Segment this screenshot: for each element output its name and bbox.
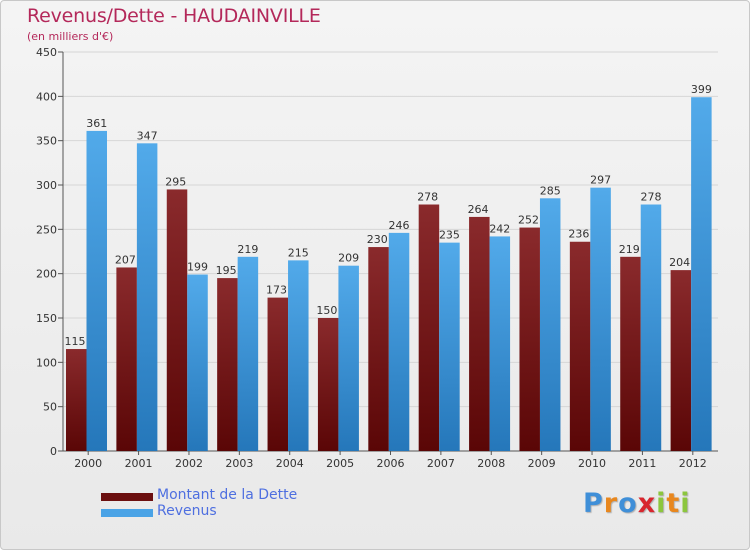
data-label-revenus: 297 xyxy=(590,174,611,187)
x-tick-label: 2005 xyxy=(326,457,354,470)
chart-title: Revenus/Dette - HAUDAINVILLE xyxy=(27,5,321,27)
bar-revenus xyxy=(691,97,712,451)
bar-debt xyxy=(620,256,641,451)
x-tick-label: 2006 xyxy=(377,457,405,470)
bar-revenus xyxy=(388,232,410,451)
bar-debt xyxy=(217,278,238,451)
data-label-debt: 236 xyxy=(568,228,589,241)
data-label-debt: 295 xyxy=(165,175,186,188)
bar-revenus xyxy=(86,130,107,451)
data-label-revenus: 199 xyxy=(187,261,208,274)
data-label-revenus: 278 xyxy=(640,191,661,204)
bar-revenus xyxy=(338,265,359,451)
data-label-revenus: 246 xyxy=(389,219,410,232)
data-label-debt: 207 xyxy=(115,253,136,266)
x-tick-label: 2009 xyxy=(528,457,556,470)
data-label-debt: 173 xyxy=(266,284,287,297)
bar-debt xyxy=(116,267,137,451)
data-label-revenus: 285 xyxy=(540,184,561,197)
bar-debt xyxy=(267,297,289,451)
y-tick-label: 150 xyxy=(36,312,57,325)
x-tick-label: 2001 xyxy=(125,457,153,470)
bar-debt xyxy=(317,318,339,451)
proxiti-logo: Proxiti xyxy=(583,488,691,519)
bar-debt xyxy=(519,227,540,451)
bar-revenus xyxy=(136,143,158,451)
y-tick-label: 450 xyxy=(36,46,57,59)
data-label-debt: 115 xyxy=(65,335,86,348)
y-tick-label: 200 xyxy=(36,268,57,281)
data-label-debt: 230 xyxy=(367,233,388,246)
logo-letter: r xyxy=(603,488,619,519)
bar-revenus xyxy=(590,187,611,451)
bar-revenus xyxy=(439,242,460,451)
y-tick-label: 400 xyxy=(36,90,57,103)
bar-revenus xyxy=(640,204,662,451)
x-tick-label: 2007 xyxy=(427,457,455,470)
data-label-debt: 195 xyxy=(216,264,237,277)
data-label-debt: 204 xyxy=(669,256,690,269)
data-label-debt: 219 xyxy=(619,243,640,256)
x-tick-label: 2004 xyxy=(276,457,304,470)
bar-revenus xyxy=(187,274,208,451)
legend-label-debt: Montant de la Dette xyxy=(157,487,298,503)
legend-swatch-debt xyxy=(101,493,153,501)
data-label-debt: 252 xyxy=(518,214,539,227)
data-label-debt: 264 xyxy=(468,203,489,216)
logo-letter: i xyxy=(656,488,667,519)
legend-label-revenus: Revenus xyxy=(157,503,217,519)
data-label-revenus: 347 xyxy=(137,129,158,142)
chart-subtitle: (en milliers d'€) xyxy=(27,30,114,43)
legend-swatch-revenus xyxy=(101,509,153,517)
y-tick-label: 350 xyxy=(36,135,57,148)
data-label-revenus: 399 xyxy=(691,83,712,96)
logo-letter: o xyxy=(618,488,638,519)
y-tick-label: 250 xyxy=(36,223,57,236)
bar-debt xyxy=(418,204,440,451)
bars xyxy=(66,97,712,451)
y-tick-label: 50 xyxy=(43,401,57,414)
bar-revenus xyxy=(539,198,561,451)
bar-debt xyxy=(166,189,188,451)
logo-letter: x xyxy=(637,488,657,519)
x-tick-label: 2002 xyxy=(175,457,203,470)
y-tick-label: 100 xyxy=(36,356,57,369)
data-label-revenus: 219 xyxy=(237,243,258,256)
logo-letter: t xyxy=(666,488,681,519)
bar-debt xyxy=(670,270,692,451)
data-label-debt: 278 xyxy=(417,191,438,204)
x-tick-label: 2008 xyxy=(477,457,505,470)
bar-debt xyxy=(569,241,591,451)
data-label-revenus: 361 xyxy=(86,117,107,130)
bar-debt xyxy=(469,216,490,451)
data-label-revenus: 209 xyxy=(338,252,359,265)
x-tick-label: 2000 xyxy=(74,457,102,470)
y-tick-label: 0 xyxy=(50,445,57,458)
x-tick-label: 2010 xyxy=(578,457,606,470)
data-label-debt: 150 xyxy=(316,304,337,317)
bar-revenus xyxy=(288,260,309,451)
x-tick-label: 2011 xyxy=(628,457,656,470)
data-label-revenus: 215 xyxy=(288,246,309,259)
bar-revenus xyxy=(489,236,511,451)
data-label-revenus: 235 xyxy=(439,229,460,242)
logo-letter: i xyxy=(680,488,691,519)
logo-letter: P xyxy=(583,488,604,519)
data-label-revenus: 242 xyxy=(489,222,510,235)
y-tick-label: 300 xyxy=(36,179,57,192)
x-tick-label: 2003 xyxy=(225,457,253,470)
x-tick-label: 2012 xyxy=(679,457,707,470)
bar-debt xyxy=(368,247,389,451)
bar-revenus xyxy=(237,256,259,451)
bar-debt xyxy=(66,349,87,451)
